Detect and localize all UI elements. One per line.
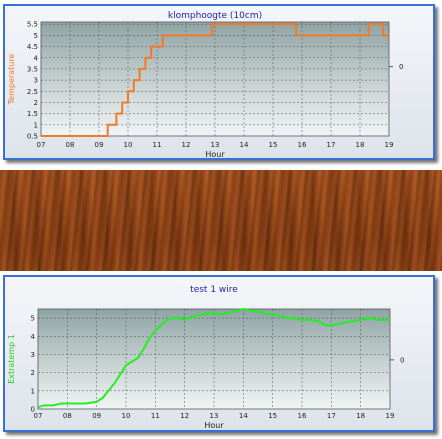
- x-tick-label: 19: [385, 141, 394, 149]
- x-tick-label: 10: [122, 412, 131, 420]
- y-tick-label: 1: [31, 387, 35, 395]
- x-tick-label: 17: [327, 412, 336, 420]
- x-tick-label: 12: [182, 141, 191, 149]
- y-tick-label: 3: [34, 77, 38, 85]
- x-tick-label: 13: [210, 412, 219, 420]
- chart-frame-top: klomphoogte (10cm) 07 08 09 10 11 12 13 14 15 16 17…: [3, 4, 435, 160]
- x-tick-label: 17: [327, 141, 336, 149]
- x-tick-label: 09: [95, 141, 104, 149]
- x-tick-label: 11: [153, 141, 162, 149]
- y-tick-label: 0.5: [27, 133, 38, 141]
- x-tick-label: 18: [356, 141, 365, 149]
- y-tick-label: 1.5: [27, 110, 38, 118]
- x-tick-label: 12: [180, 412, 189, 420]
- y-tick-label: 2: [31, 369, 35, 377]
- x-tick-label: 14: [240, 141, 249, 149]
- series-line: [37, 308, 390, 409]
- y-tick-label: 3.5: [27, 65, 38, 73]
- x-tick-label: 07: [37, 141, 46, 149]
- chart-panel-top: klomphoogte (10cm) 07 08 09 10 11 12 13 14 15 16 17…: [0, 0, 442, 170]
- y-tick-label: 4.5: [27, 43, 38, 51]
- x-axis-label: Hour: [205, 150, 225, 159]
- series-line: [41, 23, 389, 137]
- right-tick-label: 0: [400, 356, 404, 364]
- x-tick-label: 16: [298, 141, 307, 149]
- y-tick-label: 5.5: [27, 21, 38, 29]
- x-tick-label: 07: [34, 412, 43, 420]
- x-tick-label: 18: [356, 412, 365, 420]
- x-tick-label: 08: [66, 141, 75, 149]
- x-tick-label: 19: [386, 412, 395, 420]
- x-tick-label: 09: [92, 412, 101, 420]
- y-tick-label: 1: [34, 121, 38, 129]
- y-tick-label: 5: [34, 32, 38, 40]
- chart-panel-bottom: test 1 wire 07 08 09 10 11 12 13 14 15 16 17 18 19 0 1 2…: [0, 271, 442, 439]
- x-tick-label: 13: [211, 141, 220, 149]
- x-tick-label: 15: [269, 141, 278, 149]
- chart-frame-bottom: test 1 wire 07 08 09 10 11 12 13 14 15 16 17 18 19 0 1 2…: [3, 275, 435, 432]
- temperature-chart: klomphoogte (10cm)07 08 09 10 11 12 13 14 15 16 17…: [7, 11, 403, 159]
- y-tick-label: 3: [31, 351, 35, 359]
- y-tick-label: 0: [31, 406, 35, 414]
- chart-title: test 1 wire: [190, 285, 238, 295]
- x-tick-label: 08: [63, 412, 72, 420]
- y-tick-label: 2.5: [27, 88, 38, 96]
- y-tick-label: 2: [34, 99, 38, 107]
- right-tick-label: 0: [399, 63, 403, 71]
- x-tick-label: 16: [298, 412, 307, 420]
- x-tick-label: 14: [239, 412, 248, 420]
- x-tick-label: 11: [151, 412, 160, 420]
- y-axis-label: Extratemp 1: [7, 334, 16, 384]
- y-tick-label: 5: [31, 315, 35, 323]
- y-axis-label: Temperature: [7, 54, 16, 106]
- x-axis-label: Hour: [204, 421, 224, 430]
- x-tick-label: 15: [268, 412, 277, 420]
- y-tick-label: 4: [34, 54, 39, 62]
- chart-title: klomphoogte (10cm): [168, 11, 262, 21]
- x-tick-label: 10: [124, 141, 133, 149]
- y-tick-label: 4: [31, 333, 36, 341]
